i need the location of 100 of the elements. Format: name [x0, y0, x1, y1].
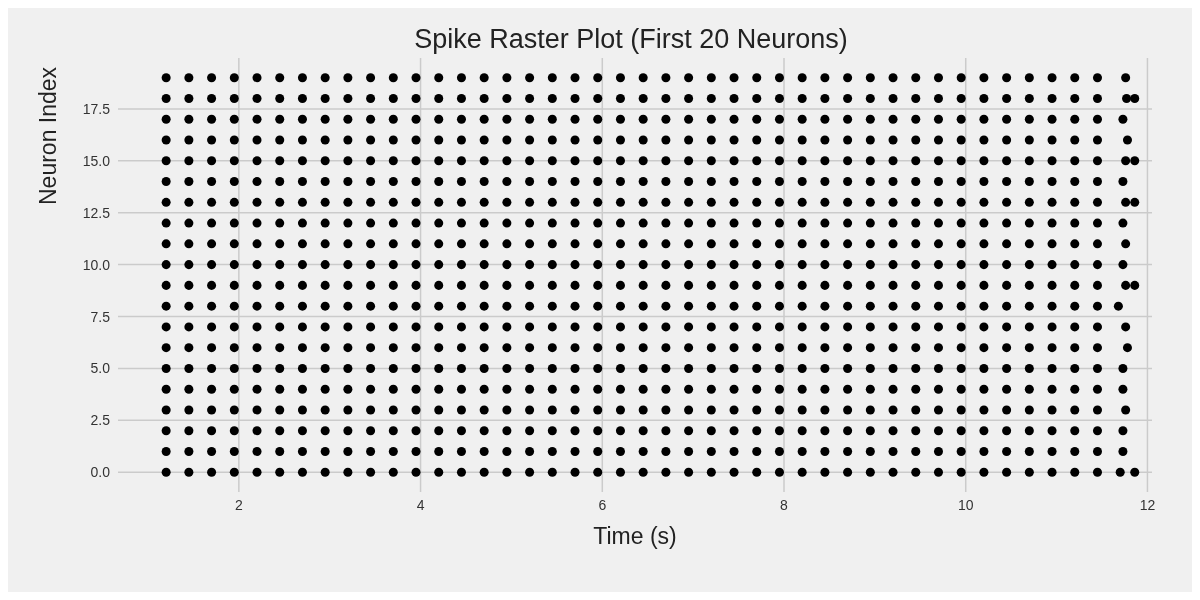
- point: [752, 197, 762, 207]
- point: [570, 301, 580, 311]
- point: [684, 218, 694, 228]
- point: [1070, 156, 1080, 166]
- point: [979, 343, 989, 353]
- point: [1002, 301, 1012, 311]
- point: [911, 93, 921, 103]
- point: [774, 447, 784, 457]
- point: [729, 405, 739, 415]
- point: [888, 218, 898, 228]
- point: [411, 301, 421, 311]
- point: [1113, 301, 1123, 311]
- point: [1092, 467, 1102, 477]
- point: [638, 93, 648, 103]
- point: [411, 177, 421, 187]
- point: [956, 260, 966, 270]
- point: [207, 218, 217, 228]
- point: [706, 197, 716, 207]
- point: [1002, 343, 1012, 353]
- point: [706, 239, 716, 249]
- point: [229, 73, 239, 83]
- point: [888, 426, 898, 436]
- point: [275, 218, 285, 228]
- point: [366, 301, 376, 311]
- point: [638, 405, 648, 415]
- point: [320, 405, 330, 415]
- point: [615, 467, 625, 477]
- point: [729, 177, 739, 187]
- point: [388, 447, 398, 457]
- point: [638, 156, 648, 166]
- point: [1070, 135, 1080, 145]
- point: [320, 280, 330, 290]
- point: [979, 301, 989, 311]
- point: [979, 156, 989, 166]
- point: [888, 93, 898, 103]
- point: [843, 260, 853, 270]
- point: [570, 280, 580, 290]
- point: [1024, 384, 1034, 394]
- point: [297, 135, 307, 145]
- point: [411, 73, 421, 83]
- point: [820, 218, 830, 228]
- point: [229, 93, 239, 103]
- point: [547, 156, 557, 166]
- point: [1024, 114, 1034, 124]
- point: [593, 114, 603, 124]
- point: [275, 447, 285, 457]
- point: [979, 177, 989, 187]
- point: [252, 239, 262, 249]
- point: [956, 135, 966, 145]
- point: [343, 197, 353, 207]
- point: [320, 156, 330, 166]
- point: [615, 363, 625, 373]
- point: [729, 301, 739, 311]
- point: [297, 280, 307, 290]
- point: [729, 239, 739, 249]
- point: [320, 322, 330, 332]
- point: [752, 405, 762, 415]
- point: [1118, 218, 1128, 228]
- point: [184, 239, 194, 249]
- point: [184, 135, 194, 145]
- point: [843, 73, 853, 83]
- point: [752, 156, 762, 166]
- point: [1092, 447, 1102, 457]
- point: [161, 156, 171, 166]
- point: [525, 384, 535, 394]
- point: [615, 384, 625, 394]
- point: [297, 93, 307, 103]
- point: [820, 93, 830, 103]
- point: [1047, 114, 1057, 124]
- point: [1121, 73, 1131, 83]
- point: [684, 343, 694, 353]
- point: [797, 280, 807, 290]
- point: [706, 467, 716, 477]
- point: [207, 177, 217, 187]
- point: [570, 260, 580, 270]
- point: [865, 301, 875, 311]
- point: [888, 260, 898, 270]
- point: [865, 280, 875, 290]
- point: [888, 343, 898, 353]
- point: [434, 467, 444, 477]
- point: [434, 177, 444, 187]
- y-tick-label: 2.5: [90, 412, 111, 429]
- point: [525, 218, 535, 228]
- point: [343, 426, 353, 436]
- point: [547, 73, 557, 83]
- point: [343, 73, 353, 83]
- point: [1092, 260, 1102, 270]
- point: [661, 405, 671, 415]
- point: [479, 197, 489, 207]
- point: [570, 239, 580, 249]
- point: [820, 363, 830, 373]
- point: [865, 363, 875, 373]
- point: [774, 260, 784, 270]
- point: [615, 405, 625, 415]
- point: [411, 197, 421, 207]
- point: [275, 197, 285, 207]
- point: [1070, 363, 1080, 373]
- point: [820, 73, 830, 83]
- point: [956, 322, 966, 332]
- point: [411, 135, 421, 145]
